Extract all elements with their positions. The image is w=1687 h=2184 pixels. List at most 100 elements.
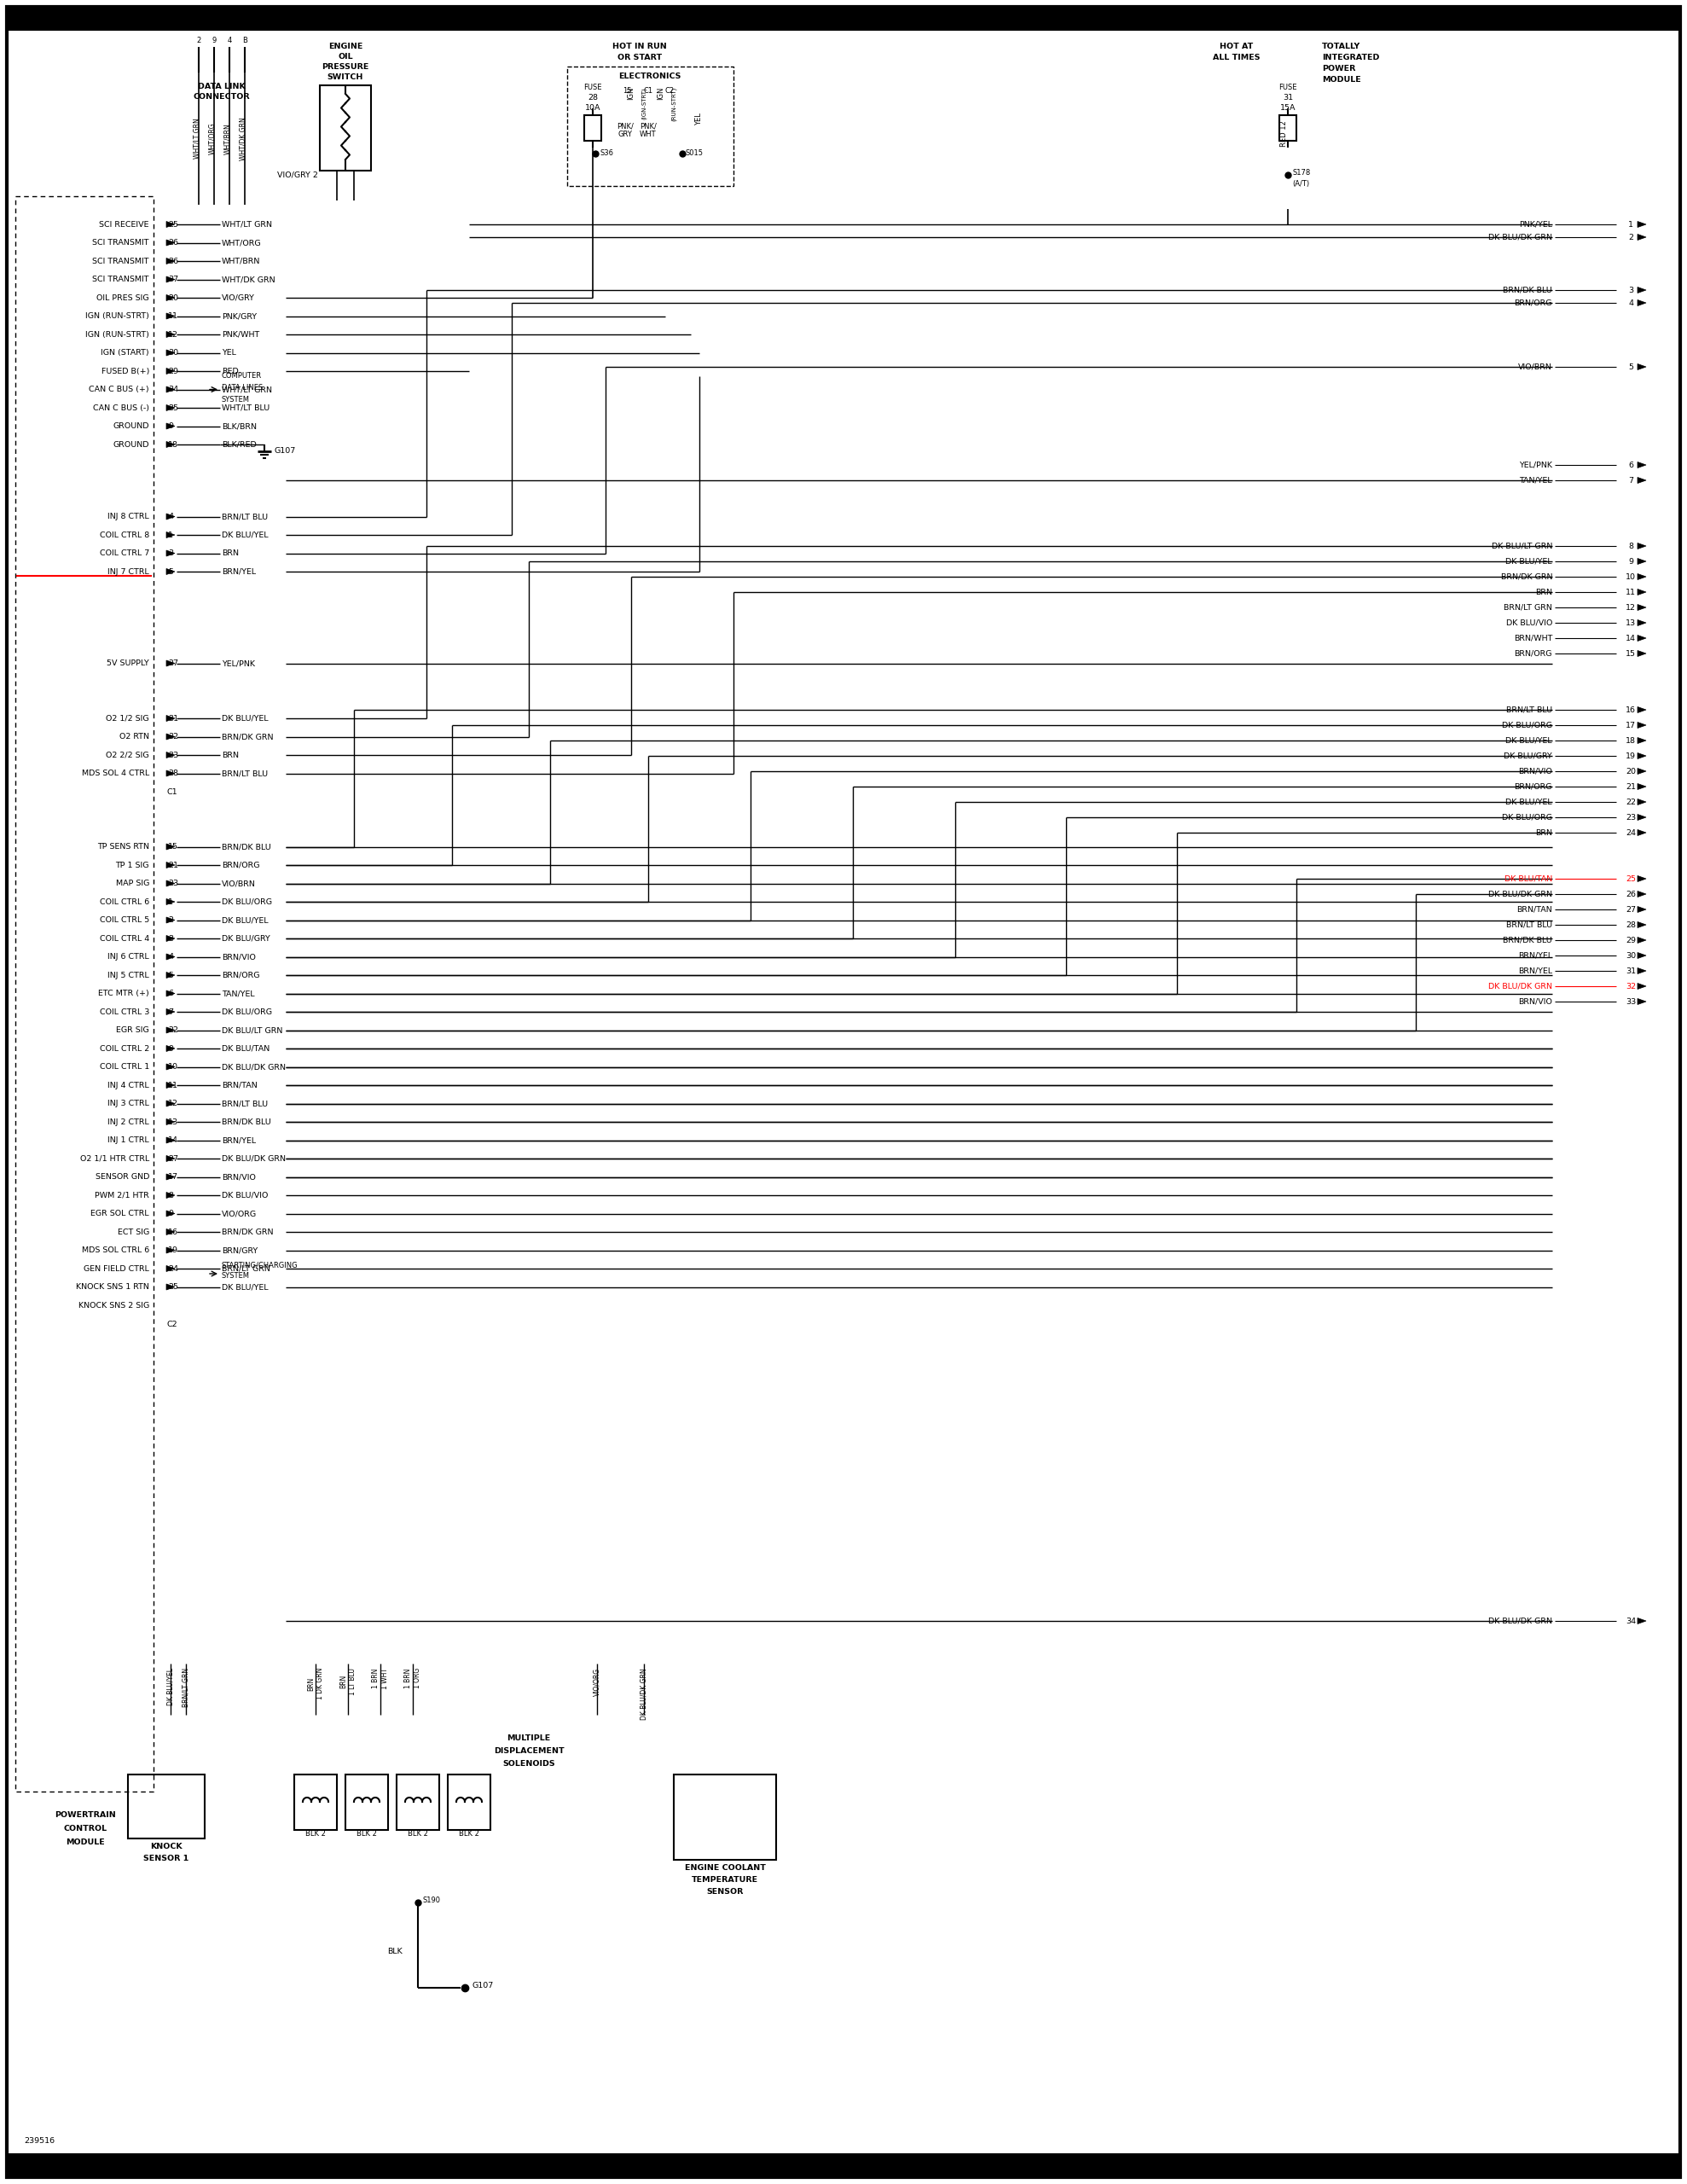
Polygon shape (167, 972, 175, 978)
Text: COMPUTER: COMPUTER (221, 371, 261, 380)
Text: DK BLU/YEL: DK BLU/YEL (221, 917, 268, 924)
Text: BRN: BRN (1535, 587, 1552, 596)
Text: BRN/LT BLU: BRN/LT BLU (221, 769, 268, 778)
Text: 13: 13 (1626, 618, 1636, 627)
Text: O2 1/2 SIG: O2 1/2 SIG (106, 714, 148, 723)
Text: BRN/VIO: BRN/VIO (221, 952, 256, 961)
Polygon shape (1638, 620, 1647, 627)
Text: 9: 9 (169, 1044, 174, 1053)
Polygon shape (167, 843, 175, 850)
Polygon shape (1638, 906, 1647, 913)
Polygon shape (1638, 544, 1647, 548)
Text: ALL TIMES: ALL TIMES (1213, 55, 1260, 61)
Text: 14: 14 (169, 1136, 179, 1144)
Text: FUSED B(+): FUSED B(+) (101, 367, 148, 376)
Text: BRN/LT BLU: BRN/LT BLU (221, 513, 268, 520)
Text: 5: 5 (169, 568, 174, 574)
Text: 2: 2 (1628, 234, 1633, 240)
Polygon shape (167, 441, 175, 448)
Text: 35: 35 (169, 404, 179, 411)
Text: IGN: IGN (628, 87, 634, 100)
Text: DK BLU/YEL: DK BLU/YEL (1506, 736, 1552, 745)
Text: BRN/DK BLU: BRN/DK BLU (221, 1118, 272, 1125)
Text: BRN/ORG: BRN/ORG (221, 860, 260, 869)
Polygon shape (167, 221, 175, 227)
Bar (294, 1773, 337, 1830)
Text: RED: RED (221, 367, 238, 376)
Text: 32: 32 (169, 734, 179, 740)
Text: 4: 4 (169, 513, 174, 520)
Polygon shape (1638, 365, 1647, 369)
Text: COIL CTRL 5: COIL CTRL 5 (100, 917, 148, 924)
Polygon shape (167, 1046, 175, 1051)
Text: COIL CTRL 2: COIL CTRL 2 (100, 1044, 148, 1053)
Text: COIL CTRL 1: COIL CTRL 1 (100, 1064, 148, 1070)
Text: TAN/YEL: TAN/YEL (221, 989, 255, 998)
Text: 25: 25 (1626, 876, 1636, 882)
Text: DK BLU/ORG: DK BLU/ORG (221, 1009, 272, 1016)
Text: COIL CTRL 6: COIL CTRL 6 (100, 898, 148, 906)
Text: DK BLU/DK GRN: DK BLU/DK GRN (1488, 891, 1552, 898)
Text: 9: 9 (169, 1210, 174, 1216)
Text: TOTALLY: TOTALLY (1323, 44, 1360, 50)
Text: BRN/DK BLU: BRN/DK BLU (1503, 286, 1552, 295)
Text: INJ 7 CTRL: INJ 7 CTRL (108, 568, 148, 574)
Polygon shape (167, 1155, 175, 1162)
Polygon shape (167, 992, 175, 996)
Polygon shape (167, 1265, 175, 1271)
Text: 36: 36 (169, 258, 179, 264)
Text: BRN/ORG: BRN/ORG (1515, 649, 1552, 657)
Text: 1: 1 (1628, 221, 1633, 227)
Text: S190: S190 (422, 1896, 440, 1904)
Text: 32: 32 (1626, 983, 1636, 989)
Text: INTEGRATED: INTEGRATED (1323, 55, 1380, 61)
Text: BRN: BRN (221, 751, 240, 758)
Text: 15: 15 (169, 843, 179, 850)
Bar (7, 7, 1680, 31)
Text: BRN/DK GRN: BRN/DK GRN (221, 1227, 273, 1236)
Polygon shape (1638, 876, 1647, 882)
Text: BLK/RED: BLK/RED (221, 441, 256, 448)
Text: DK BLU/YEL: DK BLU/YEL (1506, 557, 1552, 566)
Text: 2: 2 (169, 917, 174, 924)
Text: WHT: WHT (639, 131, 656, 138)
Text: DK BLU/VIO: DK BLU/VIO (1506, 618, 1552, 627)
Text: 30: 30 (169, 349, 179, 356)
Text: PNK/: PNK/ (639, 122, 656, 129)
Polygon shape (167, 1009, 175, 1016)
Polygon shape (1638, 234, 1647, 240)
Text: BLK 2: BLK 2 (459, 1830, 479, 1837)
Text: WHT/BRN: WHT/BRN (221, 258, 260, 264)
Text: YEL: YEL (221, 349, 236, 356)
Polygon shape (1638, 799, 1647, 806)
Text: (IGN-STRT): (IGN-STRT) (641, 87, 646, 120)
Text: MAP SIG: MAP SIG (116, 880, 148, 887)
Text: 15: 15 (1626, 649, 1636, 657)
Text: WHT/ORG: WHT/ORG (221, 238, 261, 247)
Text: YEL/PNK: YEL/PNK (1518, 461, 1552, 470)
Text: DK BLU/YEL: DK BLU/YEL (167, 1669, 174, 1706)
Text: BRN/DK GRN: BRN/DK GRN (1501, 572, 1552, 581)
Polygon shape (1638, 891, 1647, 898)
Text: WHT/LT GRN: WHT/LT GRN (194, 118, 201, 159)
Text: 31: 31 (1626, 968, 1636, 974)
Polygon shape (1638, 651, 1647, 657)
Text: 27: 27 (169, 660, 179, 666)
Text: BRN/LT GRN: BRN/LT GRN (221, 1265, 270, 1273)
Text: BRN/VIO: BRN/VIO (1518, 998, 1552, 1005)
Text: 239516: 239516 (24, 2138, 54, 2145)
Text: DK BLU/DK GRN: DK BLU/DK GRN (1488, 234, 1552, 240)
Text: 31: 31 (169, 714, 179, 723)
Text: SYSTEM: SYSTEM (221, 395, 250, 404)
Text: BRN/TAN: BRN/TAN (1517, 906, 1552, 913)
Bar (128, 1773, 204, 1839)
Text: SENSOR: SENSOR (707, 1887, 744, 1896)
Text: 7: 7 (1628, 476, 1633, 485)
Text: WHT/LT GRN: WHT/LT GRN (221, 387, 272, 393)
Text: WHT/DK GRN: WHT/DK GRN (240, 118, 246, 159)
Text: DISPLACEMENT: DISPLACEMENT (494, 1747, 563, 1756)
Text: INJ 4 CTRL: INJ 4 CTRL (108, 1081, 148, 1090)
Text: DK BLU/ORG: DK BLU/ORG (221, 898, 272, 906)
Text: 3: 3 (169, 550, 174, 557)
Text: 16: 16 (1626, 705, 1636, 714)
